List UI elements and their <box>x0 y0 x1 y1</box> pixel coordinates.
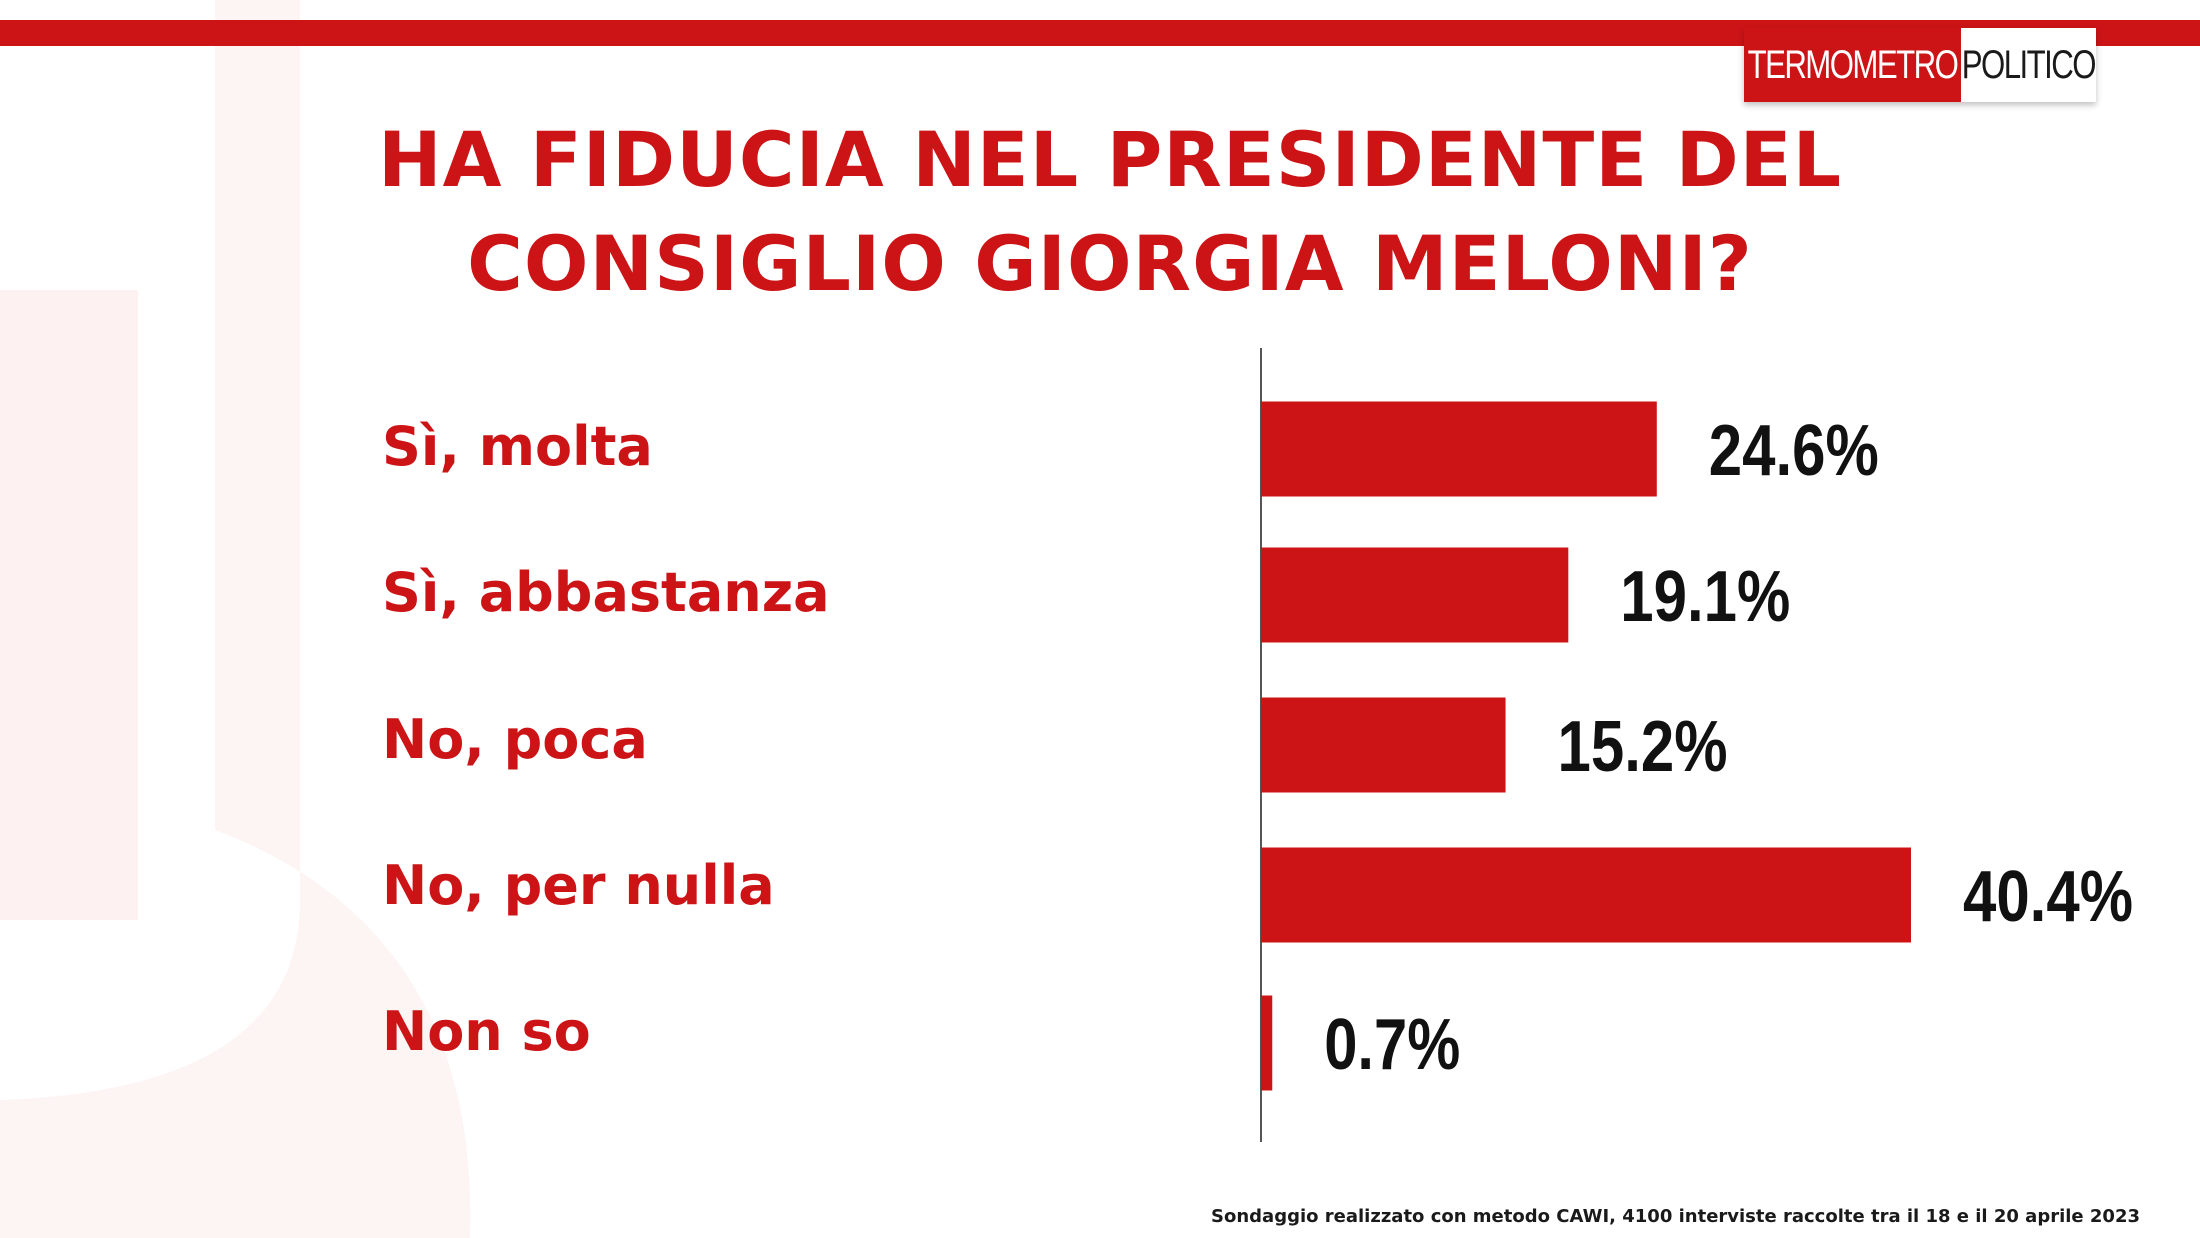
logo-part-1: TERMOMETRO <box>1747 42 1959 87</box>
category-label: Sì, molta <box>382 415 653 478</box>
category-label: No, per nulla <box>382 854 775 917</box>
bar <box>1261 847 1911 943</box>
category-label: No, poca <box>382 708 648 771</box>
category-label: Sì, abbastanza <box>382 561 830 624</box>
bar <box>1261 697 1506 793</box>
chart-title: HA FIDUCIA NEL PRESIDENTE DEL CONSIGLIO … <box>377 115 1843 308</box>
category-label: Non so <box>382 1000 591 1063</box>
bar-value-label: 19.1% <box>1620 557 1790 637</box>
bar-value-label: 15.2% <box>1558 707 1728 787</box>
bar-value-label: 24.6% <box>1709 411 1879 491</box>
logo-part-2: POLITICO <box>1961 42 2096 87</box>
termometro-politico-logo: TERMOMETRO POLITICO <box>1744 28 2096 102</box>
bar <box>1261 401 1657 497</box>
bar <box>1261 547 1569 643</box>
survey-footnote: Sondaggio realizzato con metodo CAWI, 41… <box>1211 1206 2140 1227</box>
bar-value-label: 40.4% <box>1963 857 2133 937</box>
bar-value-label: 0.7% <box>1324 1005 1460 1085</box>
bar <box>1261 995 1273 1091</box>
